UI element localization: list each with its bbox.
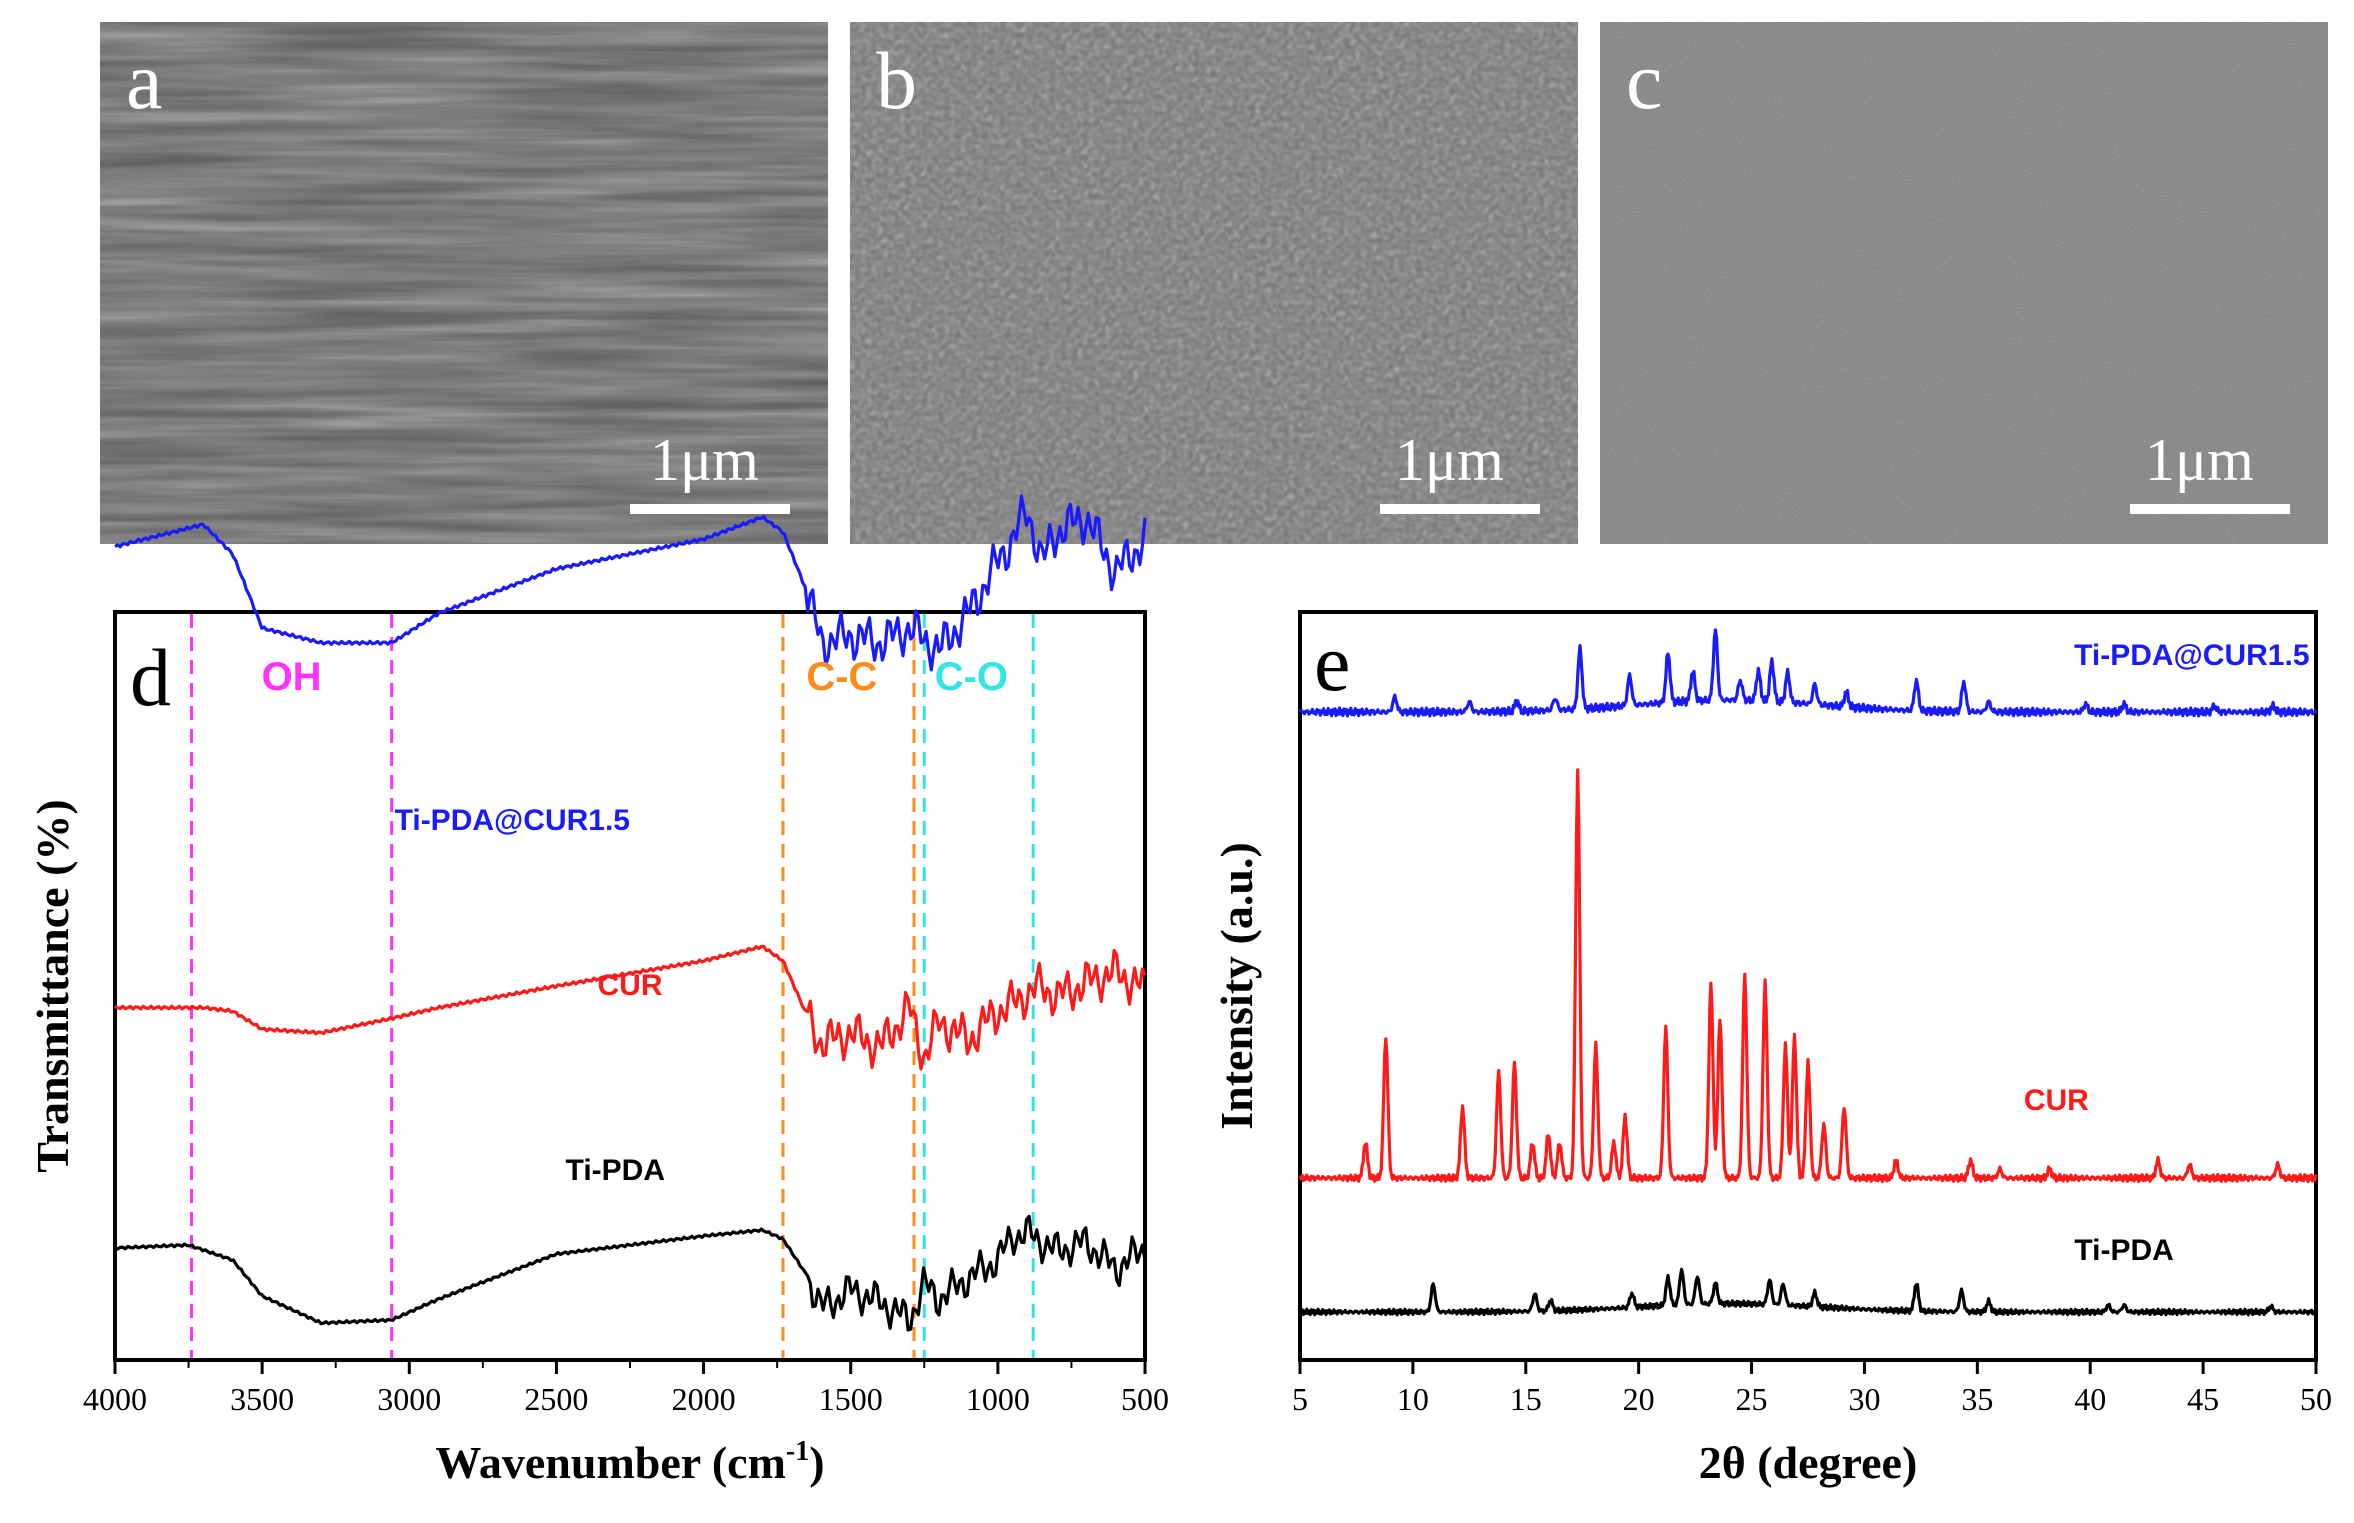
ftir-band-label-0: OH (262, 655, 322, 699)
ftir-x-axis-label: Wavenumber (cm-1) (435, 1436, 824, 1488)
ftir-series-label-2: Ti-PDA (566, 1154, 665, 1187)
xrd-x-tick-label: 35 (1961, 1381, 1993, 1417)
ftir-y-axis-label: Transmittance (%) (27, 799, 78, 1172)
xrd-series-label-0: Ti-PDA@CUR1.5 (2074, 639, 2309, 672)
xrd-x-ticks: 5 10 15 20 25 30 35 40 45 50 (1292, 1360, 2332, 1417)
scale-bar-b (1380, 504, 1540, 514)
xrd-chart: 5 10 15 20 25 30 35 40 45 50 Ti-PDA@CUR1.5CURTi-P… (1211, 610, 2332, 1488)
xrd-x-tick-label: 10 (1397, 1381, 1429, 1417)
ftir-x-tick-label: 3000 (377, 1381, 441, 1417)
xrd-y-axis-label: Intensity (a.u.) (1211, 842, 1262, 1130)
xrd-x-tick-label: 50 (2300, 1381, 2332, 1417)
panel-letter-a: a (126, 35, 162, 126)
xrd-x-tick-label: 40 (2074, 1381, 2106, 1417)
xrd-series-label-1: CUR (2024, 1084, 2089, 1117)
xrd-x-tick-label: 20 (1623, 1381, 1655, 1417)
sem-panel-a: a 1μm (100, 22, 828, 544)
panel-letter-d: d (130, 632, 171, 723)
xrd-x-tick-label: 5 (1292, 1381, 1308, 1417)
sem-panel-c: c 1μm (1600, 22, 2328, 544)
scale-bar-label-c: 1μm (2145, 427, 2254, 493)
xrd-x-tick-label: 15 (1510, 1381, 1542, 1417)
ftir-series (113, 494, 1147, 1332)
xrd-x-axis-label: 2θ (degree) (1699, 1437, 1918, 1488)
xrd-plot-frame (1298, 610, 2318, 1362)
ftir-x-ticks: 4000 3500 3000 2500 2000 1500 1000 500 (83, 1360, 1169, 1417)
ftir-reference-lines (190, 614, 1035, 1358)
ftir-series-line-1 (114, 944, 1147, 1071)
scale-bar-label-b: 1μm (1395, 427, 1504, 493)
ftir-band-label-1: C-C (806, 655, 877, 699)
scale-bar-a (630, 504, 790, 514)
xrd-series (1298, 628, 2318, 1317)
sem-texture-b (850, 22, 1578, 544)
ftir-x-tick-label: 2000 (672, 1381, 736, 1417)
ftir-series-line-2 (113, 1214, 1147, 1332)
xrd-series-labels: Ti-PDA@CUR1.5 CUR Ti-PDA (2024, 639, 2310, 1267)
ftir-series-label-1: CUR (598, 969, 663, 1002)
scale-bar-c (2130, 504, 2290, 514)
xrd-series-line-2 (1298, 1267, 2318, 1317)
ftir-x-tick-label: 3500 (230, 1381, 294, 1417)
ftir-x-tick-label: 4000 (83, 1381, 147, 1417)
xrd-x-tick-label: 30 (1848, 1381, 1880, 1417)
xrd-x-tick-label: 45 (2187, 1381, 2219, 1417)
panel-letter-e: e (1314, 617, 1350, 708)
xrd-x-tick-label: 25 (1736, 1381, 1768, 1417)
sem-texture-a (100, 22, 828, 544)
ftir-chart: 4000 3500 3000 2500 2000 1500 1000 500 OH C-C C-O… (27, 494, 1169, 1488)
panel-letter-c: c (1626, 35, 1662, 126)
sem-panel-b: b 1μm (850, 22, 1578, 544)
ftir-band-label-2: C-O (935, 655, 1008, 699)
ftir-x-tick-label: 1500 (819, 1381, 883, 1417)
ftir-series-line-0 (114, 494, 1147, 672)
xrd-series-line-1 (1298, 768, 2318, 1184)
ftir-x-tick-label: 2500 (524, 1381, 588, 1417)
xrd-series-label-2: Ti-PDA (2074, 1234, 2173, 1267)
ftir-series-labels: Ti-PDA@CUR1.5 CUR Ti-PDA (395, 804, 665, 1187)
scale-bar-label-a: 1μm (650, 427, 759, 493)
ftir-x-tick-label: 500 (1121, 1381, 1169, 1417)
ftir-band-labels: OH C-C C-O (262, 655, 1008, 699)
ftir-series-label-0: Ti-PDA@CUR1.5 (395, 804, 630, 837)
ftir-x-tick-label: 1000 (966, 1381, 1030, 1417)
sem-texture-c (1600, 22, 2328, 544)
panel-letter-b: b (876, 35, 917, 126)
xrd-series-line-0 (1298, 628, 2318, 718)
